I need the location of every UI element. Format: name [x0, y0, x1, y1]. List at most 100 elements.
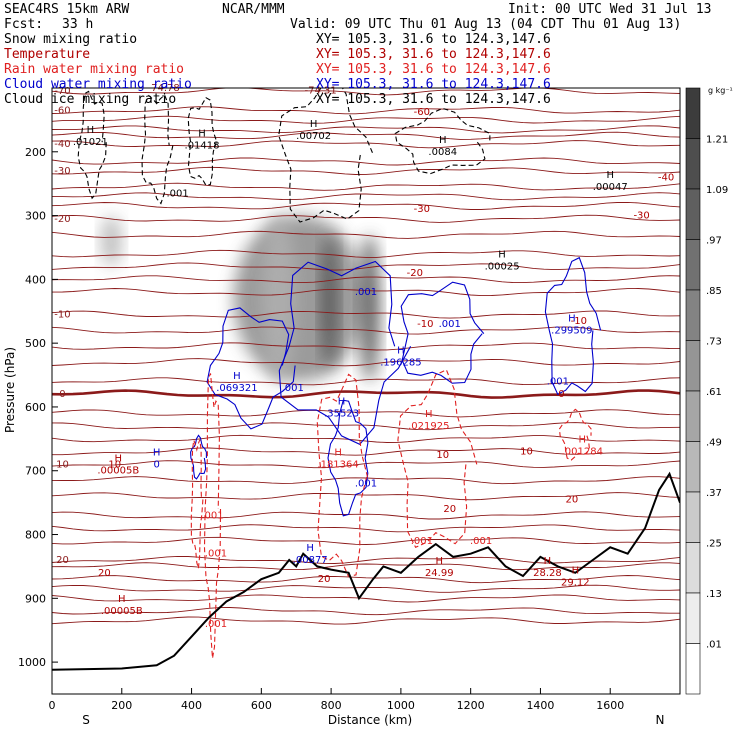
- isotherm: [52, 575, 680, 584]
- contour-loop: [400, 281, 485, 384]
- max-marker: H: [198, 128, 206, 139]
- max-value-label: .001284: [562, 447, 603, 458]
- isotherm-label: 0: [59, 389, 65, 400]
- y-tick-label: 700: [25, 465, 46, 478]
- field-coords: XY= 105.3, 31.6 to 124.3,147.6: [316, 62, 551, 77]
- isotherm: [52, 131, 680, 140]
- isotherm: [52, 492, 680, 501]
- max-marker: H: [498, 250, 506, 261]
- isotherm-label: -40: [54, 139, 70, 150]
- isotherm-label: -30: [54, 166, 70, 177]
- isotherm: [52, 616, 680, 625]
- isotherm: [52, 555, 680, 564]
- colorbar-level-label: .01: [706, 640, 722, 651]
- x-tick-label: 0: [49, 699, 56, 712]
- colorbar-swatch: [685, 138, 701, 190]
- colorbar-swatch: [685, 87, 701, 139]
- field-name: Cloud ice mixing ratio: [4, 92, 177, 107]
- y-tick-label: 800: [25, 529, 46, 542]
- y-tick-label: 300: [25, 210, 46, 223]
- x-tick-label: 600: [251, 699, 272, 712]
- max-marker: H: [153, 447, 161, 458]
- isotherm: [52, 275, 680, 284]
- isotherm: [52, 166, 680, 175]
- contour-loop: [327, 399, 369, 517]
- contour-loop: [278, 88, 374, 223]
- field-name: Snow mixing ratio: [4, 32, 138, 47]
- contour-value-label: .001: [205, 619, 227, 630]
- forecast-label: Fcst:: [4, 17, 44, 32]
- isotherm: [52, 88, 680, 96]
- max-marker: H: [425, 409, 433, 420]
- contour-value-label: .001: [355, 287, 377, 298]
- contour-value-label: -30: [633, 211, 649, 222]
- max-value-label: .01021: [73, 137, 108, 148]
- x-tick-label: 1200: [457, 699, 485, 712]
- max-value-label: .00702: [296, 131, 331, 142]
- contour-value-label: 20: [318, 574, 331, 585]
- isotherm: [52, 434, 680, 443]
- south-label: S: [82, 713, 90, 727]
- contour-value-label: .001: [201, 510, 223, 521]
- isotherm-label: -20: [54, 214, 70, 225]
- contour-loop: [187, 96, 218, 186]
- shading-blob: [233, 215, 366, 382]
- isotherm: [52, 140, 680, 149]
- x-tick-label: 1400: [526, 699, 554, 712]
- isotherm: [52, 230, 680, 239]
- contour-value-label: 10: [436, 450, 449, 461]
- contour-loop: [190, 439, 204, 569]
- contour-value-label: .001: [355, 478, 377, 489]
- contour-value-label: 20: [98, 568, 111, 579]
- max-marker: H: [118, 594, 126, 605]
- forecast-hour: 33 h: [62, 17, 94, 32]
- max-value-label: .0084: [428, 147, 457, 158]
- isotherm: [52, 157, 680, 166]
- hydrometeor-contours: [77, 88, 602, 659]
- isotherm-extreme-label: -74.31: [305, 86, 337, 97]
- north-label: N: [656, 713, 665, 727]
- colorbar-level-label: .85: [706, 286, 722, 297]
- isotherm: [52, 326, 680, 335]
- x-tick-label: 200: [111, 699, 132, 712]
- max-marker: H: [310, 119, 318, 130]
- contour-value-label: .001: [547, 376, 569, 387]
- colorbar-swatch: [685, 289, 701, 341]
- isotherm: [52, 262, 680, 271]
- init-time: Init: 00 UTC Wed 31 Jul 13: [508, 2, 712, 17]
- x-tick-label: 1000: [387, 699, 415, 712]
- field-name: Temperature: [4, 47, 91, 62]
- contour-value-label: -10: [571, 316, 587, 327]
- x-axis-label: Distance (km): [328, 713, 412, 727]
- shading-blob: [359, 234, 380, 382]
- isotherm: [52, 422, 680, 431]
- contour-loop: [397, 369, 478, 549]
- contour-loop: [278, 260, 412, 445]
- model-title: SEAC4RS 15km ARW: [4, 2, 130, 17]
- contour-loop: [558, 408, 592, 461]
- colorbar-level-label: 1.21: [706, 135, 728, 146]
- field-name: Cloud water mixing ratio: [4, 77, 192, 92]
- y-axis: 200 300 400 500 600 700 800 900 1000: [18, 146, 58, 669]
- colorbar-level-label: .25: [706, 539, 722, 550]
- colorbar-swatch: [685, 643, 701, 695]
- colorbar-unit: g kg⁻¹: [708, 86, 733, 95]
- max-value-label: .021925: [408, 421, 449, 432]
- colorbar-swatch: [685, 239, 701, 291]
- isotherm: [52, 192, 680, 201]
- temperature-isotherms: [52, 88, 680, 625]
- isotherm-label: -70: [54, 86, 70, 97]
- isotherm: [52, 377, 680, 386]
- colorbar-swatch: [685, 188, 701, 240]
- contour-value-label: -10: [417, 319, 433, 330]
- isotherm: [52, 182, 680, 191]
- colorbar-level-label: .49: [706, 438, 722, 449]
- max-marker: H: [306, 543, 314, 554]
- isotherm-label: -60: [54, 105, 70, 116]
- colorbar-level-label: .73: [706, 337, 722, 348]
- y-tick-label: 1000: [18, 656, 46, 669]
- colorbar: 1.21 1.09 .97 .85 .73 .61 .49 .37 .25 .13 .01: [685, 87, 728, 695]
- contour-value-label: .001: [439, 319, 461, 330]
- terrain-line: [52, 471, 680, 671]
